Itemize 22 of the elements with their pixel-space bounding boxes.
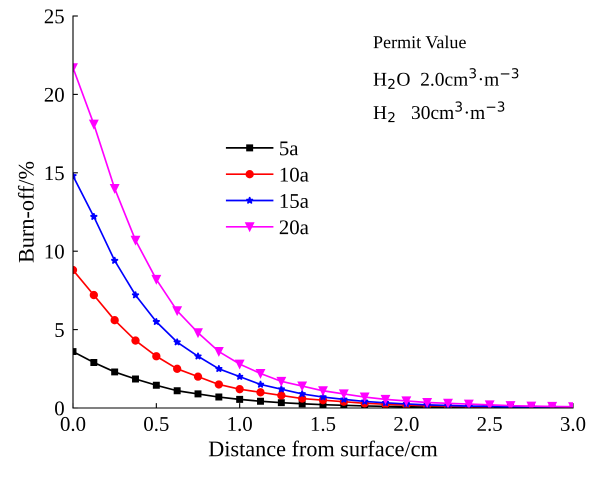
y-tick-label: 20 bbox=[44, 88, 64, 102]
y-tick-label: 25 bbox=[44, 9, 64, 24]
x-tick-label: 1.5 bbox=[312, 417, 336, 432]
y-tick-label: 5 bbox=[55, 323, 64, 338]
y-tick-label: 10 bbox=[46, 244, 64, 259]
x-tick-label: 3.0 bbox=[560, 416, 586, 432]
x-tick-label: 2.0 bbox=[394, 416, 419, 432]
x-tick-label: 0.0 bbox=[60, 416, 86, 432]
legend-label: 10a bbox=[280, 168, 309, 182]
annotation: Permit Value bbox=[374, 36, 466, 48]
y-axis-title: Burn-off/% bbox=[18, 162, 34, 262]
legend-label: 5a bbox=[280, 142, 298, 156]
annotation: H$_{2}$O 2.0cm$^{3}$·m$^{−3}$ bbox=[374, 68, 518, 89]
legend-label: 20a bbox=[280, 220, 309, 234]
legend-label: 15a bbox=[280, 194, 309, 208]
x-axis-title: Distance from surface/cm bbox=[208, 440, 438, 456]
y-tick-label: 15 bbox=[46, 166, 64, 180]
text: H$_{2}$ 30cm$^{3}$·m$^{−3}$ bbox=[374, 101, 504, 122]
x-tick-label: 1.0 bbox=[228, 416, 252, 432]
y-tick-label: 0 bbox=[55, 401, 64, 416]
x-tick-label: 0.5 bbox=[144, 416, 169, 432]
x-tick-label: 2.5 bbox=[478, 416, 502, 432]
